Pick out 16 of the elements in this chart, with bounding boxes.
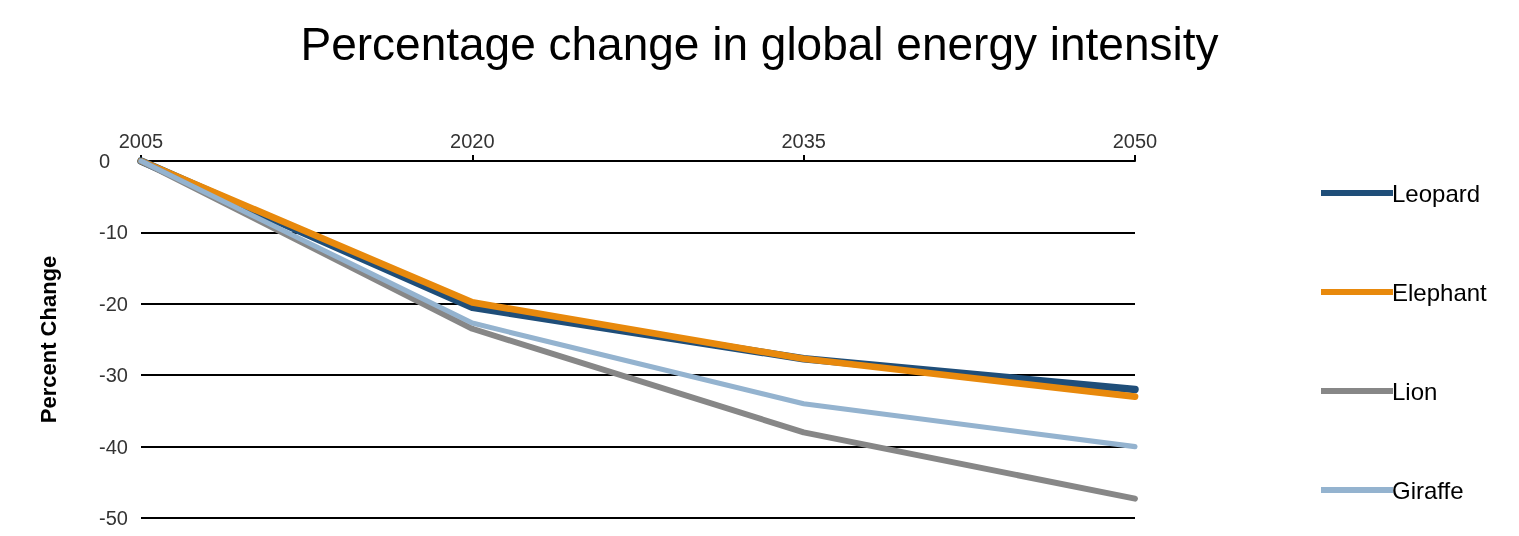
y-tick-label: -20 xyxy=(99,292,128,315)
y-tick-label: 0 xyxy=(99,150,111,172)
legend-label: Elephant xyxy=(1392,278,1488,306)
y-tick-label: -50 xyxy=(99,507,128,529)
y-tick-label: -10 xyxy=(99,221,128,244)
legend-label: Leopard xyxy=(1392,179,1481,207)
x-tick-label: 2035 xyxy=(781,130,826,152)
x-tick-label: 2005 xyxy=(118,130,164,152)
y-tick-label: -40 xyxy=(99,435,128,458)
legend-label: Giraffe xyxy=(1392,476,1464,504)
y-axis-title: Percent Change xyxy=(35,255,61,424)
y-tick-label: -30 xyxy=(99,364,128,387)
x-tick-label: 2020 xyxy=(450,130,495,152)
x-tick-label: 2050 xyxy=(1112,130,1158,152)
legend-label: Lion xyxy=(1392,377,1438,405)
chart-title: Percentage change in global energy intensity xyxy=(300,18,1219,70)
